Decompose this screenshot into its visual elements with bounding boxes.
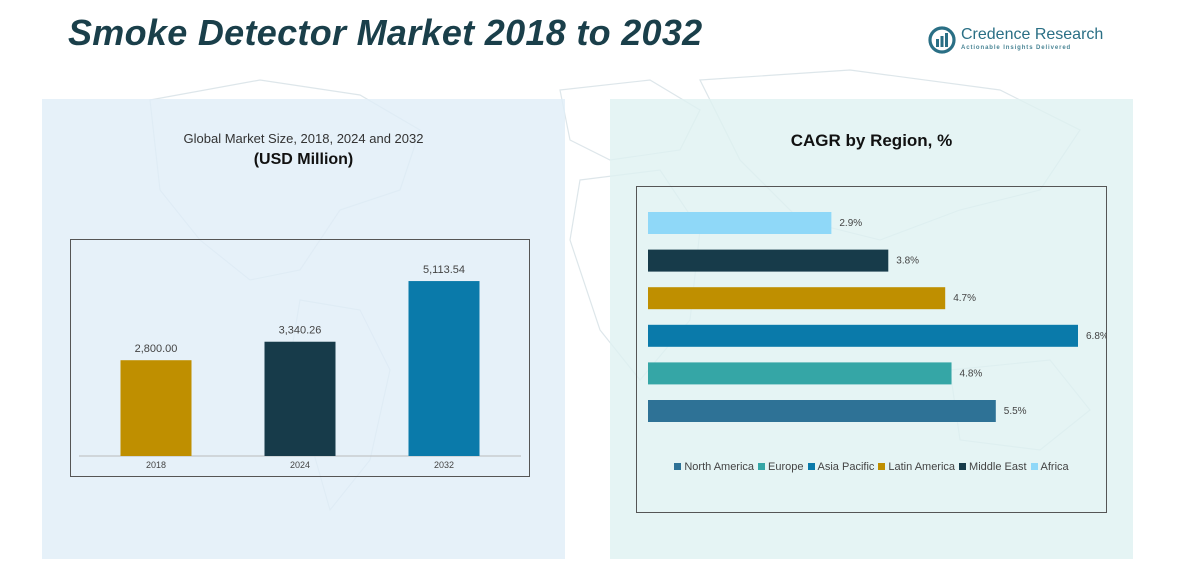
cagr-legend: North America Europe Asia Pacific Latin Ame… <box>637 461 1106 473</box>
legend-swatch-latin-america <box>878 463 886 470</box>
legend-item-europe: Europe <box>758 461 804 473</box>
legend-label-middle-east: Middle East <box>969 461 1027 473</box>
data-label-africa: 2.9% <box>839 218 862 229</box>
legend-label-latin-america: Latin America <box>888 461 956 473</box>
logo-mark-icon <box>928 26 956 54</box>
market-size-chart-svg: 2,800.00 2018 3,340.26 2024 5,113.54 2032 <box>79 264 521 470</box>
credence-research-logo[interactable]: Credence Research Actionable Insights De… <box>928 24 1128 58</box>
data-label-latin-america: 4.7% <box>953 293 976 304</box>
legend-swatch-africa <box>1030 463 1038 470</box>
legend-item-latin-america: Latin America <box>878 461 955 473</box>
cagr-chart-svg: 2.9% 3.8% 4.7% 6.8% 4.8% 5.5% <box>648 212 1106 422</box>
bar-asia-pacific <box>648 324 1078 347</box>
bar-2024 <box>264 341 336 456</box>
bar-europe <box>648 362 952 385</box>
bar-middle-east <box>648 249 889 272</box>
legend-swatch-middle-east <box>959 463 967 470</box>
legend-label-north-america: North America <box>684 461 755 473</box>
bar-2018 <box>120 360 192 456</box>
logo-tagline: Actionable Insights Delivered <box>961 45 1072 51</box>
legend-item-north-america: North America <box>674 461 754 473</box>
legend-label-europe: Europe <box>768 461 804 473</box>
market-size-chart: 2,800.00 2018 3,340.26 2024 5,113.54 2032 <box>70 239 530 477</box>
data-label-2032: 5,113.54 <box>423 264 465 276</box>
data-label-asia-pacific: 6.8% <box>1086 331 1106 342</box>
x-tick-2032: 2032 <box>434 460 454 470</box>
legend-item-africa: Africa <box>1030 461 1069 473</box>
data-label-2024: 3,340.26 <box>279 325 322 337</box>
data-label-2018: 2,800.00 <box>135 343 178 355</box>
x-tick-2024: 2024 <box>290 460 310 470</box>
legend-swatch-north-america <box>674 463 682 470</box>
market-size-subtitle: Global Market Size, 2018, 2024 and 2032 <box>183 131 424 146</box>
bar-2032 <box>408 281 480 456</box>
logo-name: Credence Research <box>961 26 1104 43</box>
cagr-chart: 2.9% 3.8% 4.7% 6.8% 4.8% 5.5% North America Eu… <box>636 186 1107 513</box>
data-label-europe: 4.8% <box>960 368 983 379</box>
bar-north-america <box>648 400 996 422</box>
x-tick-2018: 2018 <box>146 460 166 470</box>
legend-item-asia-pacific: Asia Pacific <box>807 461 875 473</box>
page-title: Smoke Detector Market 2018 to 2032 <box>68 12 703 53</box>
legend-swatch-asia-pacific <box>807 463 815 470</box>
cagr-title: CAGR by Region, % <box>790 131 953 150</box>
legend-swatch-europe <box>758 463 766 470</box>
bar-latin-america <box>648 287 946 310</box>
legend-label-africa: Africa <box>1040 461 1069 473</box>
bar-africa <box>648 212 832 234</box>
market-size-unit: (USD Million) <box>253 151 354 168</box>
data-label-middle-east: 3.8% <box>896 256 919 267</box>
legend-label-asia-pacific: Asia Pacific <box>817 461 875 473</box>
legend-item-middle-east: Middle East <box>959 461 1027 473</box>
data-label-north-america: 5.5% <box>1004 406 1027 417</box>
